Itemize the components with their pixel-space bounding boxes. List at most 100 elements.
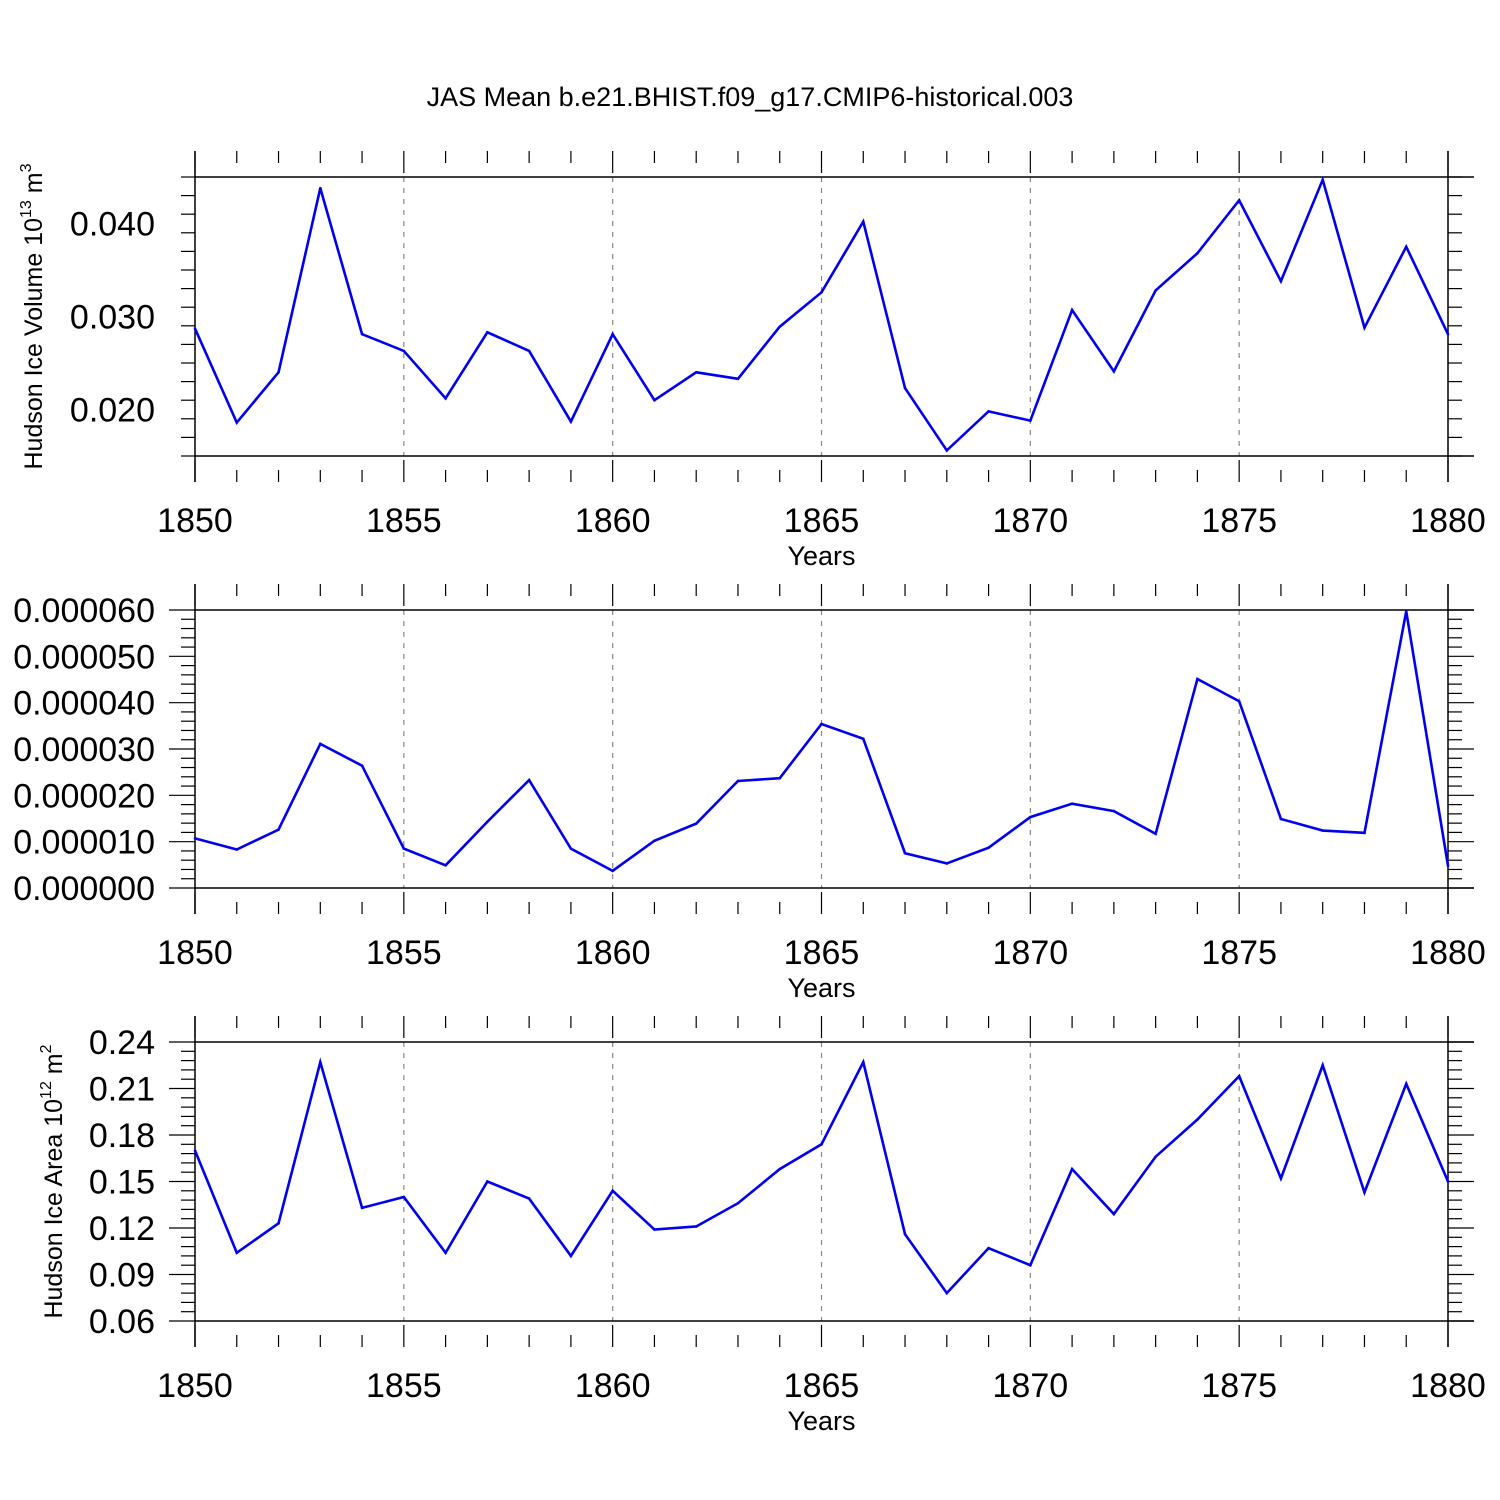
- data-point-ice-area-1859: [569, 1254, 573, 1258]
- data-point-ice-area-1860: [611, 1189, 614, 1193]
- data-point-ice-volume-1869: [987, 410, 990, 413]
- data-point-ice-area-1852: [277, 1222, 280, 1225]
- data-point-ice-volume-change-1858: [527, 778, 531, 782]
- data-point-ice-volume-change-1879: [1404, 610, 1408, 613]
- data-point-ice-volume-change-1873: [1154, 832, 1157, 836]
- x-tick-label: 1850: [157, 502, 233, 540]
- x-tick-label: 1855: [366, 1367, 442, 1405]
- data-point-ice-volume-change-1850: [193, 837, 197, 840]
- y-axis-label-unit: m: [40, 1053, 68, 1081]
- y-tick-label: 0.030: [70, 299, 155, 337]
- data-point-ice-volume-change-1856: [444, 863, 447, 867]
- data-point-ice-volume-change-1876: [1279, 817, 1283, 821]
- data-point-ice-area-1876: [1279, 1177, 1283, 1180]
- data-point-ice-volume-change-1875: [1237, 699, 1241, 703]
- data-point-ice-volume-change-1861: [653, 839, 656, 843]
- data-point-ice-volume-1870: [1029, 419, 1032, 422]
- data-point-ice-volume-change-1869: [987, 846, 990, 849]
- data-point-ice-volume-1879: [1404, 245, 1408, 249]
- data-point-ice-volume-1863: [736, 377, 740, 381]
- data-point-ice-volume-change-1859: [569, 847, 573, 850]
- data-point-ice-volume-change-1863: [736, 779, 740, 783]
- data-point-ice-volume-change-1865: [820, 722, 823, 726]
- data-point-ice-area-1872: [1112, 1212, 1116, 1216]
- y-tick-label: 0.000060: [13, 592, 155, 630]
- data-point-ice-area-1873: [1154, 1155, 1157, 1158]
- data-point-ice-area-1865: [820, 1143, 823, 1146]
- y-axis-label-exponent: 13: [18, 200, 35, 218]
- data-point-ice-volume-change-1871: [1070, 802, 1074, 805]
- x-tick-label: 1865: [784, 1367, 860, 1405]
- x-tick-label: 1850: [157, 934, 233, 972]
- y-tick-label: 0.000010: [13, 824, 155, 862]
- data-point-ice-volume-change-1864: [778, 776, 782, 780]
- x-tick-label: 1880: [1410, 502, 1486, 540]
- x-tick-label: 1880: [1410, 1367, 1486, 1405]
- data-point-ice-volume-change-1853: [319, 742, 322, 746]
- x-tick-label: 1860: [575, 1367, 651, 1405]
- y-axis-label-text: Hudson Ice Volume 10: [20, 218, 48, 470]
- data-point-ice-volume-1878: [1363, 326, 1366, 329]
- data-point-ice-volume-1876: [1279, 279, 1283, 283]
- x-tick-label: 1850: [157, 1367, 233, 1405]
- data-point-ice-volume-1866: [861, 220, 865, 223]
- data-point-ice-volume-1871: [1070, 308, 1074, 312]
- y-tick-label: 0.09: [89, 1257, 155, 1295]
- data-point-ice-volume-change-1852: [277, 828, 280, 831]
- x-tick-label: 1865: [784, 934, 860, 972]
- data-point-ice-volume-1864: [778, 325, 782, 329]
- y-tick-label: 0.020: [70, 392, 155, 430]
- data-point-ice-volume-change-1851: [235, 848, 239, 851]
- data-point-ice-volume-1852: [277, 371, 280, 374]
- data-point-ice-area-1866: [861, 1060, 865, 1064]
- y-tick-label: 0.000000: [13, 870, 155, 908]
- data-point-ice-area-1874: [1196, 1118, 1199, 1121]
- y-axis-label-unit: m: [20, 172, 48, 200]
- y-tick-label: 0.040: [70, 206, 155, 244]
- data-point-ice-volume-1880: [1446, 332, 1450, 336]
- data-point-ice-volume-change-1868: [945, 862, 949, 865]
- data-point-ice-volume-1859: [569, 420, 573, 423]
- data-point-ice-area-1850: [193, 1149, 197, 1152]
- data-point-ice-volume-change-1878: [1363, 831, 1366, 835]
- data-point-ice-area-1878: [1363, 1191, 1366, 1194]
- data-point-ice-volume-1877: [1321, 178, 1324, 182]
- panel-ice-area: 1850 1855 1860 1865 1870 1875 1880 Years 0.06 0.0…: [38, 1016, 1486, 1436]
- data-point-ice-area-1854: [360, 1206, 364, 1210]
- data-point-ice-area-1855: [402, 1195, 406, 1199]
- data-point-ice-area-1851: [235, 1251, 239, 1255]
- data-point-ice-volume-1874: [1196, 251, 1199, 255]
- data-point-ice-volume-change-1867: [903, 851, 907, 855]
- data-point-ice-volume-change-1857: [486, 820, 489, 824]
- x-tick-label: 1865: [784, 502, 860, 540]
- data-point-ice-area-1868: [945, 1291, 949, 1295]
- data-point-ice-area-1864: [778, 1167, 782, 1171]
- data-point-ice-area-1877: [1321, 1063, 1324, 1067]
- data-point-ice-area-1879: [1404, 1082, 1408, 1086]
- data-point-ice-volume-1865: [820, 291, 823, 294]
- data-point-ice-area-1862: [694, 1225, 698, 1228]
- y-tick-label: 0.06: [89, 1303, 155, 1341]
- x-tick-label: 1870: [993, 934, 1069, 972]
- y-tick-label: 0.000050: [13, 638, 155, 676]
- x-tick-label: 1855: [366, 502, 442, 540]
- x-tick-label: 1880: [1410, 934, 1486, 972]
- x-tick-label: 1855: [366, 934, 442, 972]
- data-point-ice-area-1857: [486, 1180, 489, 1183]
- chart-title: JAS Mean b.e21.BHIST.f09_g17.CMIP6-histo…: [427, 82, 1074, 112]
- data-point-ice-volume-1853: [319, 186, 322, 190]
- y-tick-label: 0.24: [89, 1024, 155, 1062]
- data-point-ice-volume-1867: [903, 386, 907, 390]
- data-point-ice-area-1861: [653, 1228, 656, 1231]
- data-point-ice-volume-1860: [611, 332, 614, 336]
- panel-ice-volume-change: 1850 1855 1860 1865 1870 1875 1880 Years 0.00000…: [13, 584, 1486, 1003]
- y-tick-label: 0.000040: [13, 685, 155, 723]
- data-point-ice-volume-change-1880: [1446, 864, 1450, 868]
- y-tick-label: 0.000020: [13, 777, 155, 815]
- y-axis-label-exponent: 12: [38, 1081, 55, 1099]
- x-tick-label: 1860: [575, 502, 651, 540]
- data-point-ice-volume-1872: [1112, 370, 1116, 373]
- data-point-ice-area-1871: [1070, 1167, 1074, 1171]
- x-tick-label: 1860: [575, 934, 651, 972]
